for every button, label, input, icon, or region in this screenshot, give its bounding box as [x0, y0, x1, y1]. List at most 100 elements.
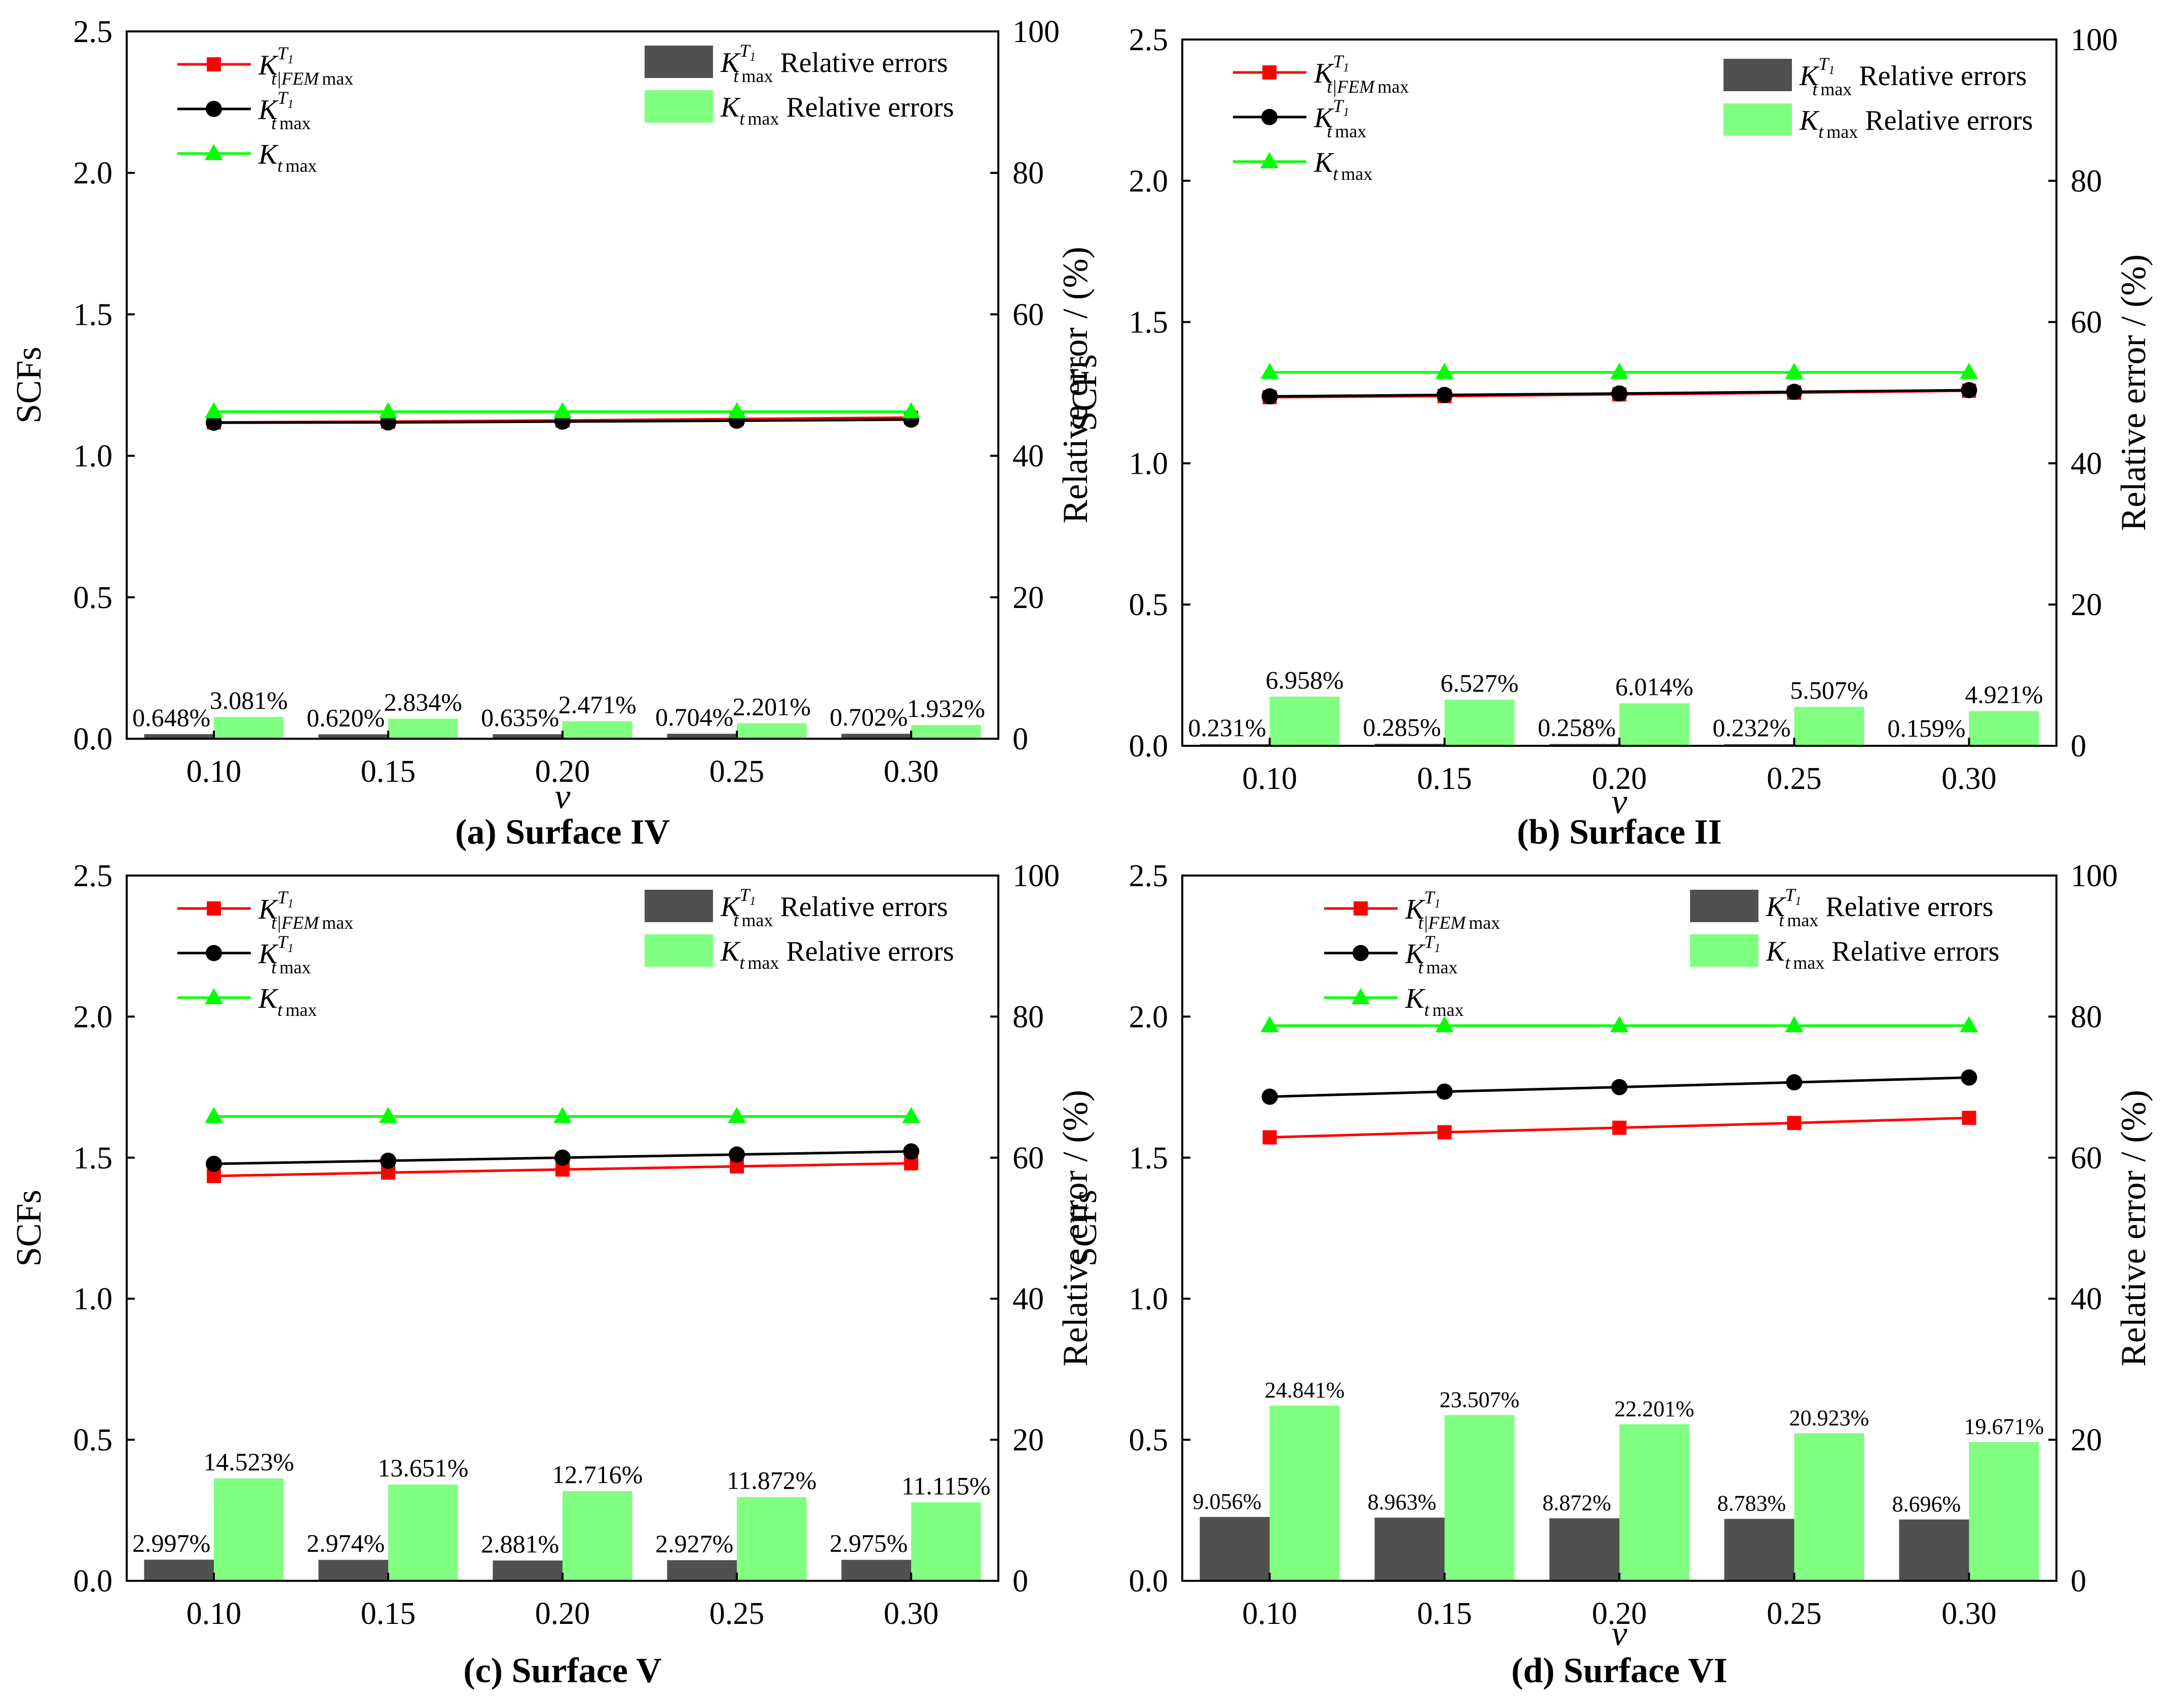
x-tick-label: 0.20: [535, 1597, 590, 1631]
bar-green: [911, 1502, 981, 1581]
sub-t: t: [1333, 164, 1338, 184]
bar-dark: [1724, 1519, 1794, 1581]
sub-fem: t|FEM: [1327, 77, 1375, 97]
sup-t: T: [277, 88, 289, 108]
x-tick-label: 0.15: [361, 1597, 416, 1631]
sub-max: max: [1432, 1000, 1464, 1020]
symbol-k: K: [720, 891, 741, 923]
x-tick-label: 0.20: [1592, 762, 1647, 796]
data-label: 2.201%: [733, 692, 811, 720]
sub-max: max: [1787, 910, 1818, 930]
legend-relerr: Relative errors: [1825, 891, 1993, 923]
bar-green: [563, 721, 632, 739]
marker-circle: [1611, 385, 1628, 402]
bar-green: [1619, 1424, 1690, 1581]
legend-label-fem: KT1 t|FEM max: [1405, 887, 1500, 933]
marker-circle: [554, 1149, 571, 1166]
y-tick-label: 2.5: [73, 15, 113, 49]
data-label: 9.056%: [1193, 1489, 1262, 1514]
data-label: 4.921%: [1965, 680, 2043, 708]
sub-t: t: [1812, 79, 1818, 99]
marker-square: [1262, 1130, 1277, 1145]
y2-tick-label: 20: [1013, 581, 1044, 615]
y-tick-label: 0.5: [73, 1423, 113, 1458]
x-tick-label: 0.30: [1941, 1597, 1997, 1631]
legend-swatch-green: [645, 934, 713, 967]
sup-t: T: [277, 932, 289, 952]
symbol-k: K: [720, 47, 741, 79]
x-tick-label: 0.25: [709, 754, 765, 789]
sub-max: max: [1377, 77, 1409, 97]
legend-label-ktmax: Kt max: [1405, 983, 1464, 1020]
legend-marker-triangle: [1352, 988, 1370, 1004]
bar-green: [1794, 1433, 1864, 1581]
y2-tick-label: 80: [1013, 1000, 1044, 1034]
x-axis-title: v: [1612, 1614, 1628, 1653]
bar-dark: [493, 734, 563, 739]
sup-sub-1: 1: [287, 942, 293, 955]
y-tick-label: 1.5: [1129, 306, 1169, 340]
legend-swatch-green: [645, 90, 713, 123]
sup-sub-1: 1: [1434, 942, 1440, 955]
marker-circle: [1786, 1074, 1803, 1091]
symbol-k: K: [1766, 891, 1786, 923]
data-label: 20.923%: [1789, 1406, 1869, 1430]
bar-green: [911, 725, 981, 739]
y2-tick-label: 100: [1013, 859, 1060, 893]
y-axis-title: SCFs: [1065, 354, 1104, 431]
y-tick-label: 2.5: [73, 859, 113, 893]
y2-tick-label: 80: [1013, 156, 1044, 191]
y2-axis-title: Relative error / (%): [1056, 1090, 1095, 1367]
y-tick-label: 2.5: [1129, 859, 1169, 893]
y-tick-label: 1.5: [1129, 1141, 1169, 1175]
marker-triangle: [1610, 362, 1629, 379]
legend-label-fem: KT1 t|FEM max: [258, 43, 353, 89]
data-label: 8.783%: [1717, 1491, 1786, 1516]
symbol-k: K: [258, 983, 279, 1014]
x-tick-label: 0.10: [1242, 762, 1297, 796]
sub-max: max: [279, 957, 311, 977]
legend-relerr: Relative errors: [786, 92, 954, 123]
legend-swatch-green: [1690, 934, 1758, 967]
symbol-k: K: [1799, 60, 1820, 92]
legend-relerr: Relative errors: [780, 47, 948, 79]
y2-tick-label: 0: [2071, 729, 2086, 764]
legend-swatch-green: [1724, 103, 1792, 136]
data-label: 0.702%: [830, 703, 908, 731]
marker-circle: [1786, 384, 1803, 400]
marker-triangle: [1610, 1016, 1629, 1033]
legend-swatch-dark: [1690, 890, 1758, 922]
legend-label-green: Kt max Relative errors: [720, 936, 954, 973]
marker-triangle: [553, 402, 572, 419]
y2-tick-label: 60: [1013, 297, 1044, 332]
bar-green: [214, 716, 284, 739]
sub-max: max: [1793, 953, 1824, 973]
bar-green: [388, 1484, 458, 1581]
symbol-k: K: [258, 139, 279, 170]
y2-axis-title: Relative error / (%): [2114, 254, 2153, 531]
y2-tick-label: 20: [2071, 1423, 2102, 1458]
sub-t: t: [1818, 122, 1824, 142]
sup-sub-1: 1: [287, 53, 293, 66]
marker-circle: [1961, 382, 1977, 398]
data-label: 24.841%: [1265, 1378, 1345, 1402]
bar-dark: [493, 1560, 563, 1581]
symbol-k: K: [1405, 938, 1426, 970]
y-tick-label: 1.5: [73, 1141, 113, 1175]
legend-label-kt: KT1 t max: [1314, 96, 1366, 141]
symbol-k: K: [720, 936, 741, 967]
marker-circle: [380, 414, 396, 431]
y2-tick-label: 100: [2071, 23, 2118, 57]
sub-t: t: [1424, 1000, 1430, 1020]
bar-green: [1269, 1406, 1340, 1581]
sub-max: max: [285, 156, 317, 176]
data-label: 11.115%: [902, 1471, 990, 1500]
legend-marker-square: [1354, 901, 1368, 916]
legend-marker-circle: [1353, 945, 1369, 961]
sup-t: T: [739, 885, 751, 905]
y2-axis-title: Relative error / (%): [2114, 1090, 2153, 1367]
y2-tick-label: 80: [2071, 1000, 2102, 1034]
sub-t: t: [733, 910, 739, 930]
bar-green: [1269, 697, 1340, 746]
